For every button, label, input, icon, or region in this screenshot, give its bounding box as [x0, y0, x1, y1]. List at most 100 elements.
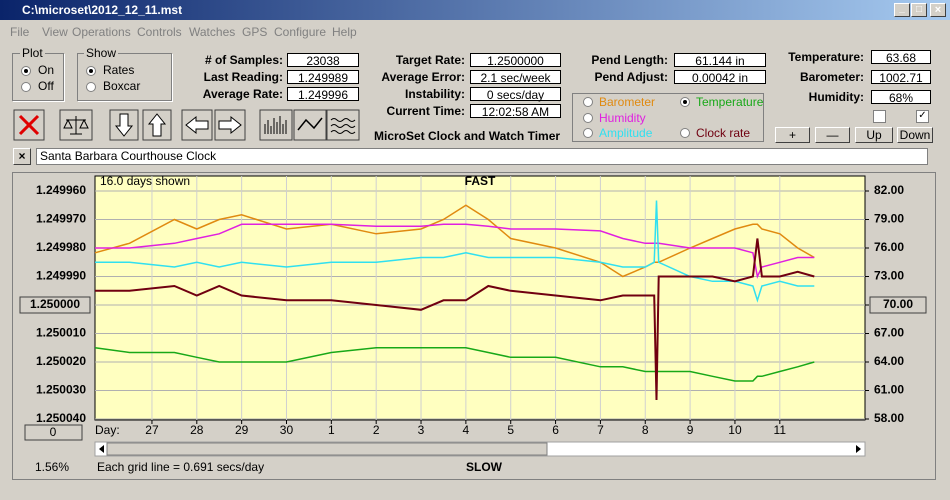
button[interactable]: +: [775, 127, 810, 143]
field-label: Average Error:: [381, 70, 465, 84]
menu-item[interactable]: Help: [332, 25, 357, 39]
days-shown: 16.0 days shown: [100, 174, 190, 188]
left-button[interactable]: [181, 109, 213, 141]
field-value[interactable]: 68%: [871, 90, 931, 105]
offset-button-label: 0: [50, 425, 57, 439]
radio[interactable]: [86, 82, 96, 92]
series-line: [94, 204, 815, 278]
ytick-button: [19, 296, 91, 314]
menu-item[interactable]: File: [10, 25, 30, 39]
window-title: C:\microset\2012_12_11.mst: [22, 3, 183, 17]
field-value[interactable]: 61.144 in: [674, 53, 766, 68]
radio[interactable]: [21, 82, 31, 92]
scrollbar-thumb[interactable]: [106, 442, 548, 456]
group-title: Show: [84, 46, 119, 60]
checkbox[interactable]: ✓: [916, 110, 929, 123]
y-tick-label: 1.250030: [36, 383, 86, 397]
legend-radio[interactable]: [583, 128, 593, 138]
menu-item[interactable]: View: [42, 25, 68, 39]
y2-tick-label: 82.00: [874, 183, 904, 197]
close-button[interactable]: ×: [930, 3, 946, 17]
field-label: Barometer:: [799, 70, 864, 84]
slow-label: SLOW: [466, 460, 503, 474]
maximize-button[interactable]: □: [911, 3, 927, 17]
menu-item[interactable]: Configure: [274, 25, 327, 39]
y-tick-label: 1.250000: [30, 297, 80, 311]
y-tick-label: 1.250010: [36, 326, 86, 340]
day-label: Day:: [95, 423, 120, 437]
clear-button[interactable]: [13, 109, 45, 141]
button[interactable]: Up: [855, 127, 893, 143]
x-tick-label: 10: [728, 423, 742, 437]
legend-label: Temperature: [696, 95, 764, 109]
line-button[interactable]: [293, 109, 327, 141]
percent: 1.56%: [35, 460, 69, 474]
y2-tick-label: 73.00: [874, 269, 904, 283]
field-value[interactable]: 12:02:58 AM: [470, 104, 561, 119]
y2-tick-label: 67.00: [874, 326, 904, 340]
y2-tick-label: 64.00: [874, 354, 904, 368]
legend-label: Amplitude: [599, 126, 653, 140]
legend-label: Clock rate: [696, 126, 751, 140]
x-tick-label: 8: [642, 423, 649, 437]
y2-tick-label: 61.00: [874, 383, 904, 397]
menu-item[interactable]: GPS: [242, 25, 268, 39]
legend-radio[interactable]: [680, 128, 690, 138]
right-button[interactable]: [214, 109, 246, 141]
legend-radio[interactable]: [680, 97, 690, 107]
clear-name-button[interactable]: ×: [13, 148, 31, 165]
series-line: [94, 347, 815, 382]
legend-radio[interactable]: [583, 113, 593, 123]
y2-tick-label: 58.00: [874, 411, 904, 425]
radio-label: Boxcar: [103, 79, 141, 93]
checkbox[interactable]: [873, 110, 886, 123]
field-label: Temperature:: [788, 50, 864, 64]
radio[interactable]: [86, 66, 96, 76]
show-group: [77, 53, 172, 101]
x-tick-label: 3: [418, 423, 425, 437]
grid: [95, 176, 865, 420]
legend-label: Barometer: [599, 95, 656, 109]
balance-button[interactable]: [59, 109, 93, 141]
field-value[interactable]: 1.249996: [287, 87, 359, 102]
field-label: Target Rate:: [395, 53, 465, 67]
x-tick-label: 5: [507, 423, 514, 437]
field-label: Pend Adjust:: [594, 70, 668, 84]
title-bar: C:\microset\2012_12_11.mst _ □ ×: [0, 0, 950, 20]
bars-button[interactable]: [259, 109, 293, 141]
y-tick-label: 1.250040: [36, 411, 86, 425]
field-value[interactable]: 63.68: [871, 50, 931, 65]
field-label: Instability:: [404, 87, 465, 101]
minimize-button[interactable]: _: [894, 3, 910, 17]
field-value[interactable]: 1.2500000: [470, 53, 561, 68]
toolbar: [13, 109, 360, 141]
menu-item[interactable]: Controls: [137, 25, 182, 39]
field-value[interactable]: 23038: [287, 53, 359, 68]
menu-item[interactable]: Watches: [189, 25, 236, 39]
wave-button[interactable]: [326, 109, 360, 141]
menu-item[interactable]: Operations: [72, 25, 131, 39]
legend-label: Humidity: [599, 111, 646, 125]
field-label: # of Samples:: [204, 53, 283, 67]
button[interactable]: Down: [897, 127, 933, 143]
x-tick-label: 29: [235, 423, 249, 437]
group-title: Plot: [20, 46, 45, 60]
up-button[interactable]: [142, 109, 172, 141]
y2-tick-label: 76.00: [874, 240, 904, 254]
down-button[interactable]: [109, 109, 139, 141]
legend-radio[interactable]: [583, 97, 593, 107]
field-value[interactable]: 1.249989: [287, 70, 359, 85]
radio[interactable]: [21, 66, 31, 76]
field-value[interactable]: 1002.71: [871, 70, 931, 85]
field-label: Current Time:: [386, 104, 465, 118]
button[interactable]: —: [815, 127, 850, 143]
field-value[interactable]: 2.1 sec/week: [470, 70, 561, 85]
offset-button[interactable]: [24, 424, 83, 441]
x-tick-label: 1: [328, 423, 335, 437]
field-value[interactable]: 0.00042 in: [674, 70, 766, 85]
field-value[interactable]: 0 secs/day: [470, 87, 561, 102]
clock-name-field[interactable]: Santa Barbara Courthouse Clock: [36, 148, 928, 165]
radio-label: Rates: [103, 63, 135, 77]
x-tick-label: 2: [373, 423, 380, 437]
